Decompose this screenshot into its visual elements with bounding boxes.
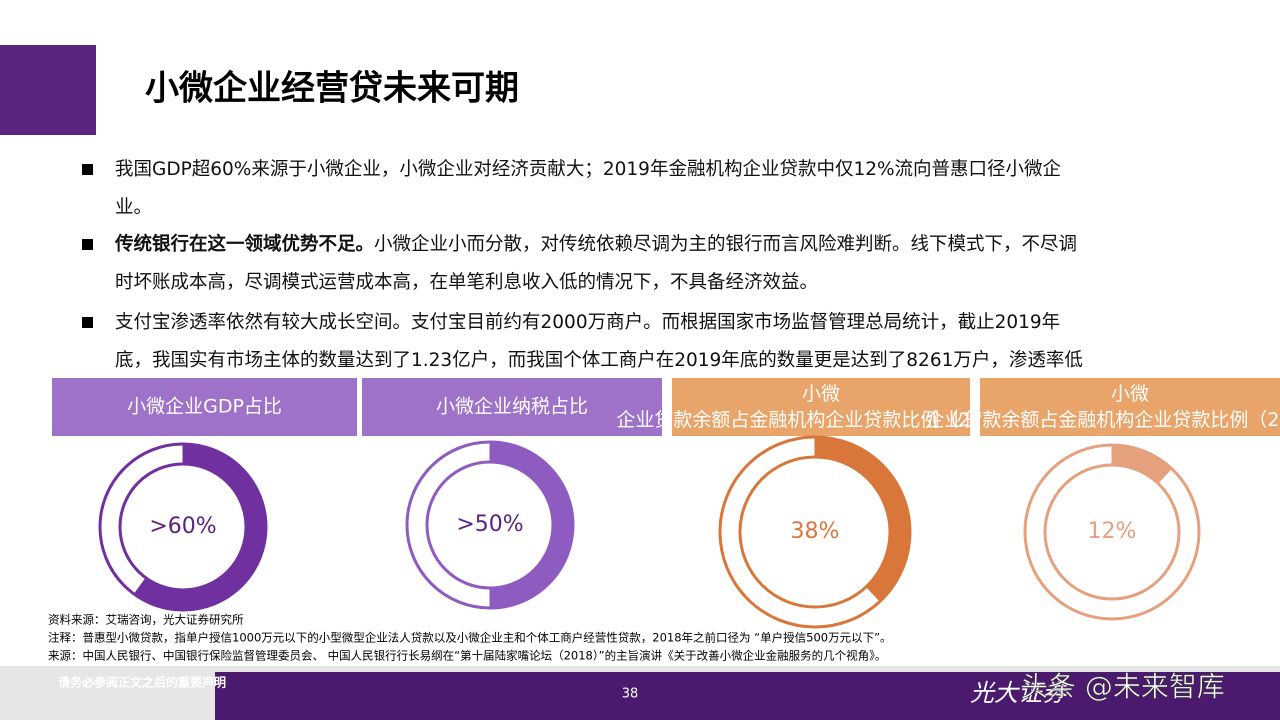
chart-title: 小微企业GDP占比 [127, 396, 282, 418]
note: 来源：中国人民银行、中国银行保险监督管理委员会、 中国人民银行行长易纲在“第十届… [48, 649, 886, 663]
bullet-square [82, 164, 93, 175]
chart-title-line: 小微 [1111, 383, 1149, 405]
chart-header [52, 378, 357, 436]
chart-header [980, 378, 1280, 436]
bullet-line: 我国GDP超60%来源于小微企业，小微企业对经济贡献大；2019年金融机构企业贷… [115, 159, 1061, 180]
value-label: >50% [456, 512, 523, 537]
chart-header [362, 378, 662, 436]
value-label: 38% [791, 519, 840, 544]
bullets: 我国GDP超60%来源于小微企业，小微企业对经济贡献大；2019年金融机构企业贷… [82, 159, 1083, 409]
watermark: 头条 @未来智库 [1020, 670, 1225, 703]
note: 注释：普惠型小微贷款，指单户授信1000万元以下的小型微型企业法人贷款以及小微企… [48, 631, 892, 645]
chart-header [672, 378, 970, 436]
donut-arc [133, 443, 267, 611]
bullet-line: 支付宝渗透率依然有较大成长空间。支付宝目前约有2000万商户。而根据国家市场监督… [115, 312, 1060, 333]
value-label: 12% [1088, 519, 1137, 544]
chart-title-line: 小微 [802, 383, 840, 405]
bullet-square [82, 317, 93, 328]
donut-arc [1111, 444, 1173, 484]
bullet-line: 底，我国实有市场主体的数量达到了1.23亿户，而我国个体工商户在2019年底的数… [115, 350, 1083, 371]
value-label: >60% [149, 514, 216, 539]
bullet-bold: 传统银行在这一领域优势不足。 [114, 233, 374, 255]
footer-band [215, 672, 1280, 720]
chart-title: 小微企业贷款余额占金融机构企业贷款比例（2019） [616, 383, 1025, 431]
bullet-square [82, 239, 93, 250]
charts: 小微企业GDP占比 >60% 小微企业纳税占比 >50% 小微企业贷款余额占金融机构企业… [52, 378, 1280, 629]
note: 资料来源：艾瑞咨询，光大证券研究所 [48, 613, 244, 627]
chart-title: 小微企业贷款余额占金融机构企业贷款比例（2019） [925, 383, 1280, 431]
bullet-line: 传统银行在这一领域优势不足。小微企业小而分散，对传统依赖尽调为主的银行而言风险难… [114, 233, 1077, 255]
page-number: 38 [622, 687, 639, 702]
bullet-text: 小微企业小而分散，对传统依赖尽调为主的银行而言风险难判断。线下模式下，不尽调 [374, 234, 1077, 255]
donut-arc [489, 441, 574, 609]
chart-title-line: 企业贷款余额占金融机构企业贷款比例（2019） [925, 409, 1280, 431]
logo: 光大证券 [970, 679, 1068, 707]
chart-title: 小微企业纳税占比 [436, 396, 588, 418]
bullet-line: 时坏账成本高，尽调模式运营成本高，在单笔利息收入低的情况下，不具备经济效益。 [115, 272, 818, 293]
corner-block [0, 45, 96, 135]
disclaimer: 请务必参阅正文之后的重要声明 [58, 675, 226, 690]
slide-title: 小微企业经营贷未来可期 [145, 69, 519, 109]
donut-arc [814, 436, 911, 602]
bullet-line: 业。 [115, 197, 152, 218]
chart-title-line: 企业贷款余额占金融机构企业贷款比例（2019） [616, 409, 1025, 431]
